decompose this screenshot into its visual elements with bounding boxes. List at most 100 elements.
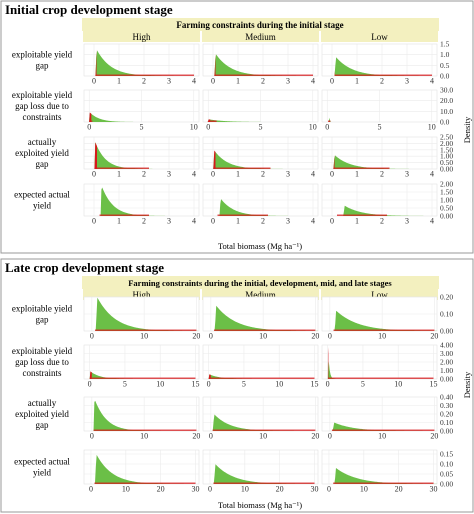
panel: 0 5 10 150.001.002.003.004.00 [321,341,453,389]
x-tick-label: 10 [140,332,148,341]
row-label: exploitable yield [12,90,73,100]
section-border [0,0,474,254]
x-tick-label: 0 [208,485,212,494]
panel: 0 10 20 30 [83,449,200,494]
y-tick-label: 0.20 [440,410,453,419]
y-tick-label: 2.00 [440,139,453,148]
row-label: exploitable yield [12,346,73,356]
density-area-green [334,468,437,484]
x-tick-label: 4 [311,170,315,179]
x-tick-label: 0 [92,217,96,226]
x-tick-label: 10 [156,380,164,389]
density-area-green [212,414,318,431]
panel: 0 10 200.00 0.10 0.20 [321,293,453,341]
density-area-red [89,371,92,379]
panel: 0 1 2 3 4 [83,43,200,86]
x-tick-label: 4 [311,217,315,226]
x-tick-label: 5 [242,380,246,389]
x-tick-label: 0 [327,485,331,494]
panel: 0 1 2 3 4 0.0 0.5 1.01.5 [321,40,450,86]
x-tick-label: 1 [236,217,240,226]
panel: 0 1 2 3 4 [202,183,319,226]
x-tick-label: 4 [430,217,434,226]
panel: 0 1 2 3 4 0.000.501.001.502.002.50 [321,133,453,179]
row-label: actually [28,398,57,408]
x-tick-label: 15 [191,380,199,389]
x-tick-label: 2 [380,170,384,179]
density-area-green [207,119,261,122]
x-tick-label: 1 [117,77,121,86]
x-tick-label: 0 [211,170,215,179]
x-tick-label: 0 [206,123,210,132]
panel-background [202,449,319,485]
y-tick-label: 4.00 [440,341,453,350]
x-tick-label: 2 [261,217,265,226]
row-label: constraints [23,368,62,378]
column-header [321,289,438,300]
x-tick-label: 3 [286,217,290,226]
y-tick-label: 0.10 [440,310,453,319]
y-tick-label: 3.00 [440,349,453,358]
row-label: gap loss due to [15,101,69,111]
section-late: Late crop development stage Farming cons… [0,258,474,513]
density-area-red [214,53,216,76]
panel: 0 10 20 [202,396,319,441]
x-tick-label: 30 [311,485,319,494]
density-area-green [89,112,158,122]
x-tick-label: 0 [88,380,92,389]
x-tick-label: 0 [209,432,213,441]
row-label: exploited yield [15,148,69,158]
section-title: Late crop development stage [5,260,164,275]
panel: 0 1 2 3 4 0.000.501.001.502.00 [321,180,453,226]
y-tick-label: 0.00 [440,165,453,174]
header-text: Farming constraints during the initial s… [176,20,343,30]
panel: 0 10 20 [202,296,319,341]
density-area-green [95,50,199,76]
x-tick-label: 4 [311,77,315,86]
header-text: Farming constraints during the initial, … [128,278,392,288]
x-tick-label: 10 [259,432,267,441]
x-tick-label: 10 [309,123,317,132]
column-header-label: High [133,32,152,42]
x-tick-label: 10 [241,485,249,494]
density-area-green [219,199,318,216]
x-tick-label: 1 [355,217,359,226]
density-area-green [332,422,437,431]
y-tick-label: 0.50 [440,204,453,213]
density-area-green [100,187,199,216]
density-area-red [333,154,335,169]
section-title: Initial crop development stage [5,2,173,17]
x-tick-label: 10 [190,123,198,132]
x-tick-label: 10 [378,332,386,341]
section-border [0,258,474,513]
x-tick-label: 4 [430,77,434,86]
x-tick-label: 30 [192,485,200,494]
x-tick-label: 20 [311,432,319,441]
x-tick-label: 4 [192,217,196,226]
density-area-red [95,49,97,76]
x-tick-label: 3 [405,217,409,226]
row-label: gap [36,61,49,71]
row-label: actually [28,137,57,147]
panel: 0 5 10 [83,89,200,132]
y-tick-label: 1.00 [440,152,453,161]
x-tick-label: 1 [236,77,240,86]
x-tick-label: 20 [192,432,200,441]
panel: 0 1 2 3 4 [83,183,200,226]
density-area-green [334,57,437,76]
x-tick-label: 0 [328,432,332,441]
x-tick-label: 10 [378,432,386,441]
y-tick-label: 0.15 [440,450,453,459]
x-tick-label: 2 [380,77,384,86]
y-tick-label: 1.00 [440,196,453,205]
x-tick-label: 3 [286,77,290,86]
y-tick-label: 30.0 [440,86,453,95]
x-tick-label: 20 [276,485,284,494]
row-label: yield [33,468,51,478]
x-tick-label: 2 [142,170,146,179]
density-area-green [214,54,318,76]
x-tick-label: 5 [361,380,365,389]
density-area-green [214,305,318,331]
